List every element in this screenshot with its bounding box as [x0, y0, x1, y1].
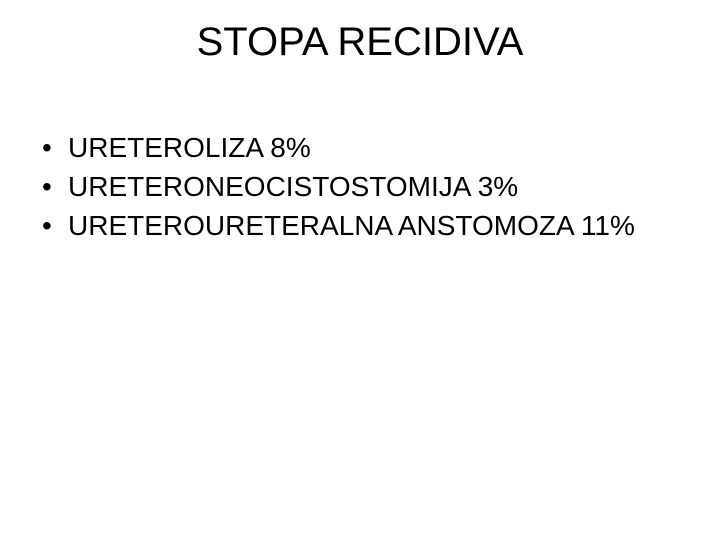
list-item: URETERONEOCISTOSTOMIJA 3% [42, 169, 678, 204]
slide-title: STOPA RECIDIVA [0, 20, 720, 65]
list-item: URETEROURETERALNA ANSTOMOZA 11% [42, 208, 678, 243]
bullet-list: URETEROLIZA 8% URETERONEOCISTOSTOMIJA 3%… [42, 130, 678, 243]
list-item: URETEROLIZA 8% [42, 130, 678, 165]
slide: STOPA RECIDIVA URETEROLIZA 8% URETERONEO… [0, 0, 720, 540]
slide-content: URETEROLIZA 8% URETERONEOCISTOSTOMIJA 3%… [42, 130, 678, 247]
